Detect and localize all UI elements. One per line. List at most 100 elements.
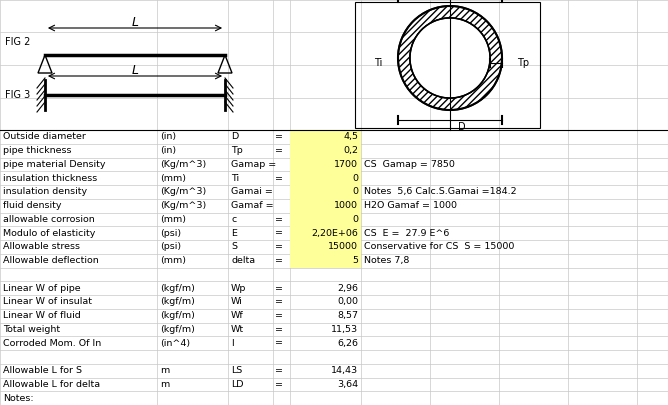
- Bar: [290, 185, 361, 199]
- Bar: [290, 254, 361, 267]
- Text: =: =: [275, 242, 283, 252]
- Text: 1000: 1000: [334, 201, 358, 210]
- Bar: [290, 158, 361, 171]
- Text: (kgf/m): (kgf/m): [160, 325, 195, 334]
- Text: 3,64: 3,64: [337, 380, 358, 389]
- Text: c: c: [231, 215, 236, 224]
- Text: Notes  5,6 Calc.S.Gamai =184.2: Notes 5,6 Calc.S.Gamai =184.2: [364, 188, 516, 196]
- Text: (psi): (psi): [160, 242, 181, 252]
- Text: Ti: Ti: [231, 174, 239, 183]
- Text: Notes:: Notes:: [3, 394, 33, 403]
- Text: 0,00: 0,00: [337, 297, 358, 306]
- Text: 14,43: 14,43: [331, 366, 358, 375]
- Text: (Kg/m^3): (Kg/m^3): [160, 201, 206, 210]
- Text: =: =: [275, 229, 283, 238]
- Text: Gamaf =: Gamaf =: [231, 201, 274, 210]
- Text: Total weight: Total weight: [3, 325, 60, 334]
- Text: =: =: [275, 215, 283, 224]
- Text: Allowable stress: Allowable stress: [3, 242, 80, 252]
- Text: Tp: Tp: [231, 146, 242, 155]
- Bar: [290, 213, 361, 226]
- Text: L: L: [132, 15, 138, 28]
- Text: =: =: [275, 339, 283, 347]
- Text: Corroded Mom. Of In: Corroded Mom. Of In: [3, 339, 102, 347]
- Text: 6,26: 6,26: [337, 339, 358, 347]
- Text: pipe material Density: pipe material Density: [3, 160, 106, 169]
- Bar: [355, 2, 540, 128]
- Text: =: =: [275, 325, 283, 334]
- Text: =: =: [275, 132, 283, 141]
- Text: Wi: Wi: [231, 297, 242, 306]
- Text: H2O Gamaf = 1000: H2O Gamaf = 1000: [364, 201, 457, 210]
- Text: m: m: [160, 380, 169, 389]
- Bar: [290, 240, 361, 254]
- Text: FIG 3: FIG 3: [5, 90, 30, 100]
- Text: Wp: Wp: [231, 284, 246, 293]
- Text: (mm): (mm): [160, 256, 186, 265]
- Text: Ti: Ti: [374, 58, 382, 68]
- Bar: [290, 226, 361, 240]
- Text: Linear W of insulat: Linear W of insulat: [3, 297, 92, 306]
- Text: FIG 2: FIG 2: [5, 37, 30, 47]
- Text: pipe thickness: pipe thickness: [3, 146, 71, 155]
- Text: Allowable L for S: Allowable L for S: [3, 366, 82, 375]
- Text: (mm): (mm): [160, 174, 186, 183]
- Text: Allowable L for delta: Allowable L for delta: [3, 380, 100, 389]
- Text: (psi): (psi): [160, 229, 181, 238]
- Text: Linear W of pipe: Linear W of pipe: [3, 284, 81, 293]
- Text: =: =: [275, 311, 283, 320]
- Text: =: =: [275, 297, 283, 306]
- Text: =: =: [275, 284, 283, 293]
- Text: Modulo of elasticity: Modulo of elasticity: [3, 229, 96, 238]
- Text: Conservative for CS  S = 15000: Conservative for CS S = 15000: [364, 242, 514, 252]
- Text: (in): (in): [160, 132, 176, 141]
- Text: fluid density: fluid density: [3, 201, 61, 210]
- Text: Allowable deflection: Allowable deflection: [3, 256, 99, 265]
- Text: allowable corrosion: allowable corrosion: [3, 215, 95, 224]
- Text: 11,53: 11,53: [331, 325, 358, 334]
- Text: =: =: [275, 366, 283, 375]
- Text: insulation thickness: insulation thickness: [3, 174, 98, 183]
- Text: 0: 0: [352, 174, 358, 183]
- Text: (Kg/m^3): (Kg/m^3): [160, 188, 206, 196]
- Text: delta: delta: [231, 256, 255, 265]
- Bar: [290, 199, 361, 213]
- Text: L: L: [132, 64, 138, 77]
- Bar: [290, 171, 361, 185]
- Text: CS  Gamap = 7850: CS Gamap = 7850: [364, 160, 455, 169]
- Text: =: =: [275, 256, 283, 265]
- Text: (in^4): (in^4): [160, 339, 190, 347]
- Text: (kgf/m): (kgf/m): [160, 297, 195, 306]
- Text: Gamai =: Gamai =: [231, 188, 273, 196]
- Text: Wf: Wf: [231, 311, 244, 320]
- Text: Wt: Wt: [231, 325, 244, 334]
- Bar: [290, 144, 361, 158]
- Text: (kgf/m): (kgf/m): [160, 284, 195, 293]
- Wedge shape: [398, 6, 502, 110]
- Text: D: D: [231, 132, 238, 141]
- Text: Gamap =: Gamap =: [231, 160, 277, 169]
- Text: E: E: [231, 229, 237, 238]
- Text: 2,96: 2,96: [337, 284, 358, 293]
- Text: 1700: 1700: [334, 160, 358, 169]
- Text: LS: LS: [231, 366, 242, 375]
- Text: 0: 0: [352, 215, 358, 224]
- Text: =: =: [275, 174, 283, 183]
- Circle shape: [410, 18, 490, 98]
- Text: 15000: 15000: [328, 242, 358, 252]
- Text: 2,20E+06: 2,20E+06: [311, 229, 358, 238]
- Text: 4,5: 4,5: [343, 132, 358, 141]
- Text: CS  E =  27.9 E^6: CS E = 27.9 E^6: [364, 229, 450, 238]
- Text: m: m: [160, 366, 169, 375]
- Text: Tp: Tp: [517, 58, 529, 68]
- Text: S: S: [231, 242, 237, 252]
- Text: I: I: [231, 339, 234, 347]
- Text: Notes 7,8: Notes 7,8: [364, 256, 409, 265]
- Text: 8,57: 8,57: [337, 311, 358, 320]
- Text: (mm): (mm): [160, 215, 186, 224]
- Text: LD: LD: [231, 380, 244, 389]
- Bar: [290, 130, 361, 144]
- Text: 5: 5: [352, 256, 358, 265]
- Text: =: =: [275, 146, 283, 155]
- Text: 0: 0: [352, 188, 358, 196]
